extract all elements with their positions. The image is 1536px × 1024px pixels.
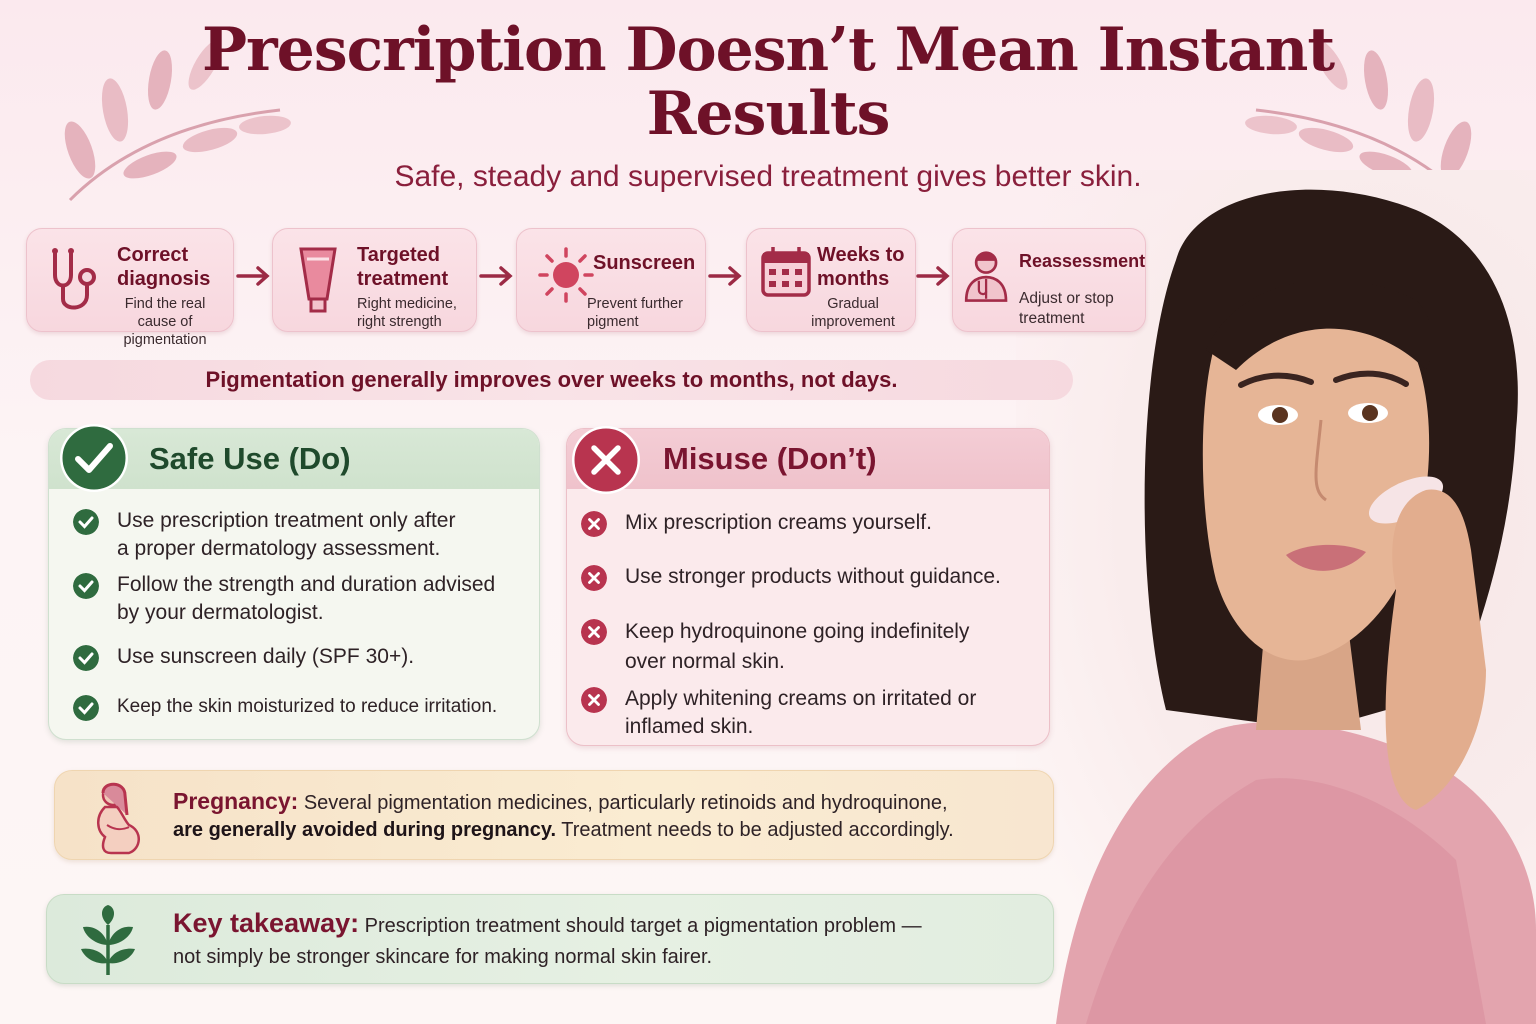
takeaway-label: Key takeaway: <box>173 908 360 938</box>
safe-use-title: Safe Use (Do) <box>149 441 351 476</box>
misuse-header <box>567 429 1049 489</box>
check-icon <box>73 573 99 599</box>
stethoscope-icon <box>52 248 96 310</box>
arrow-right-icon <box>236 266 270 286</box>
pregnancy-label: Pregnancy: <box>173 788 299 814</box>
left-leaves-decoration <box>64 40 291 202</box>
cross-icon <box>581 511 607 537</box>
pregnancy-note: Pregnancy: Several pigmentation medicine… <box>54 770 1054 860</box>
takeaway-line-1: Key takeaway: Prescription treatment sho… <box>173 908 922 938</box>
step-description: Find the real cause of pigmentation <box>123 296 207 348</box>
step-description: Gradual improvement <box>811 296 895 330</box>
check-icon <box>73 695 99 721</box>
cross-icon <box>581 619 607 645</box>
pregnant-woman-icon <box>97 782 140 855</box>
page-title: Prescription Doesn’t Mean Instant Result… <box>0 18 1536 146</box>
plant-leaves-icon <box>81 905 135 975</box>
step-title: Weeks to months <box>817 244 905 290</box>
step-reassessment: Reassessment Adjust or stop treatment <box>952 228 1146 332</box>
step-correct-diagnosis: Correct diagnosis Find the real cause of p… <box>26 228 234 348</box>
page-subtitle: Safe, steady and supervised treatment gi… <box>394 160 1142 193</box>
title-line-2: Results <box>646 79 891 149</box>
step-targeted-treatment: Targeted treatment Right medicine, right s… <box>272 228 477 332</box>
title-line-1: Prescription Doesn’t Mean Instant <box>201 15 1335 85</box>
doctor-icon <box>964 251 1008 302</box>
cross-icon <box>581 687 607 713</box>
check-icon <box>73 509 99 535</box>
step-title: Targeted treatment <box>357 244 449 290</box>
cream-tube-icon <box>299 247 337 313</box>
takeaway-line-2: not simply be stronger skincare for maki… <box>173 946 713 968</box>
pregnancy-line-2: are generally avoided during pregnancy. … <box>173 819 954 841</box>
safe-use-panel: Safe Use (Do) Use prescription treatment… <box>48 428 540 740</box>
arrow-right-icon <box>479 266 513 286</box>
arrow-right-icon <box>916 266 950 286</box>
step-title: Correct diagnosis <box>117 244 211 290</box>
step-sunscreen: Sunscreen Prevent further pigment <box>516 228 706 332</box>
pregnancy-line-1: Pregnancy: Several pigmentation medicine… <box>173 788 948 814</box>
calendar-icon <box>761 247 811 297</box>
sun-icon <box>538 247 594 303</box>
misuse-title: Misuse (Don’t) <box>663 441 877 476</box>
check-icon <box>73 645 99 671</box>
safe-use-header <box>49 429 539 489</box>
step-title: Reassessment <box>1019 251 1146 271</box>
cross-icon <box>581 565 607 591</box>
step-description: Adjust or stop treatment <box>1019 290 1114 327</box>
step-description: Right medicine, right strength <box>357 296 457 330</box>
key-takeaway-note: Key takeaway: Prescription treatment sho… <box>46 894 1054 984</box>
arrow-right-icon <box>708 266 742 286</box>
check-badge-icon <box>60 424 128 492</box>
step-weeks-to-months: Weeks to months Gradual improvement <box>746 228 916 332</box>
step-description: Prevent further pigment <box>587 296 683 330</box>
cross-badge-icon <box>572 426 640 494</box>
timeline-banner: Pigmentation generally improves over wee… <box>30 360 1073 400</box>
misuse-panel: Misuse (Don’t) Mix prescription creams y… <box>566 428 1050 746</box>
step-title: Sunscreen <box>593 252 696 274</box>
